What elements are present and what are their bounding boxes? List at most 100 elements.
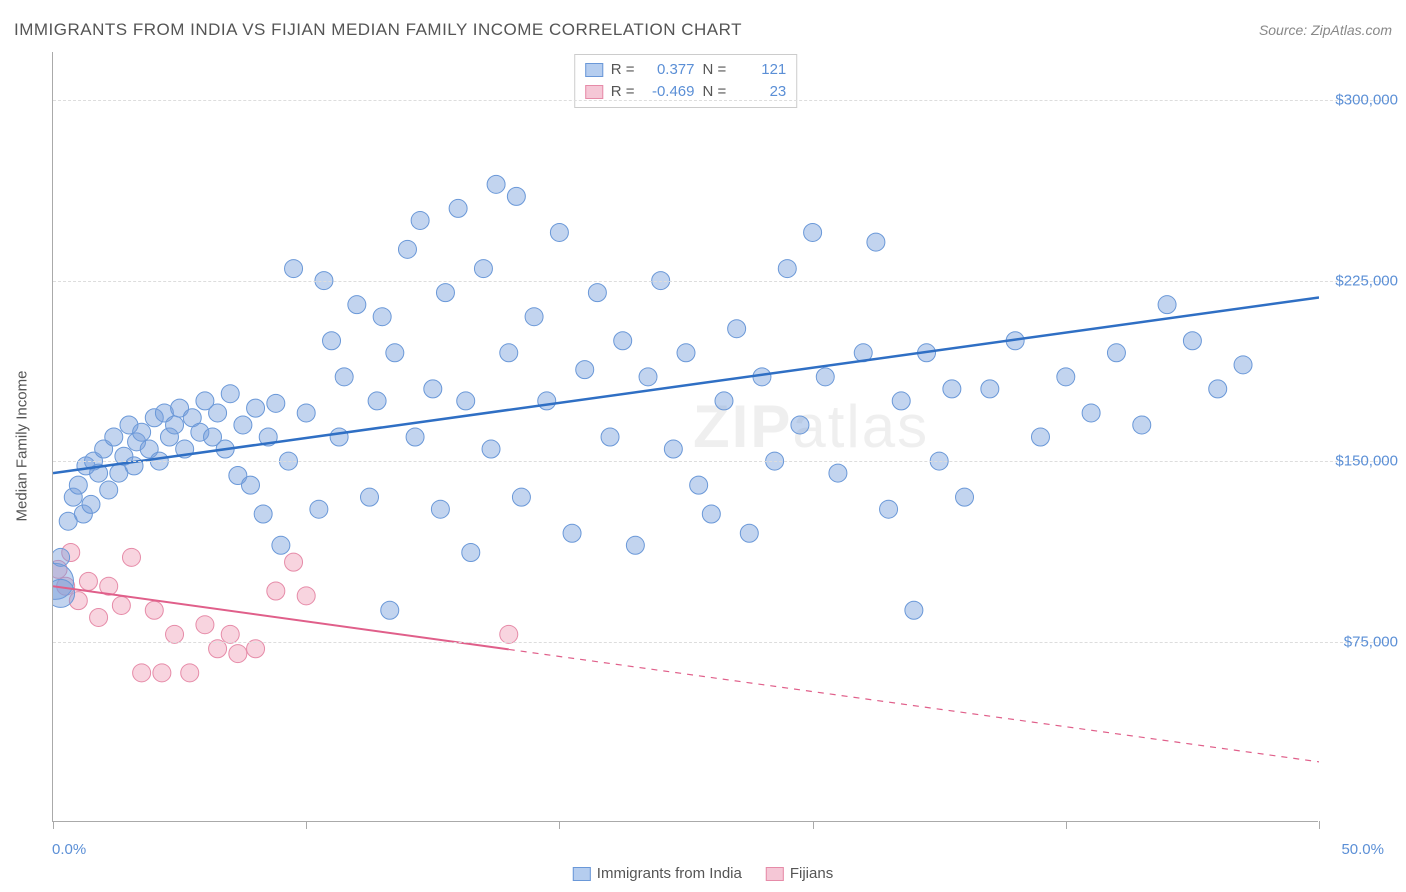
scatter-point xyxy=(368,392,386,410)
y-tick-label: $225,000 xyxy=(1323,272,1398,289)
scatter-point xyxy=(943,380,961,398)
gridline xyxy=(53,281,1388,282)
legend-swatch-india xyxy=(573,867,591,881)
scatter-point xyxy=(153,664,171,682)
scatter-point xyxy=(1209,380,1227,398)
scatter-point xyxy=(411,211,429,229)
scatter-point xyxy=(1234,356,1252,374)
scatter-point xyxy=(702,505,720,523)
scatter-point xyxy=(550,223,568,241)
scatter-point xyxy=(323,332,341,350)
x-tick xyxy=(1066,821,1067,829)
scatter-point xyxy=(1031,428,1049,446)
chart-header: IMMIGRANTS FROM INDIA VS FIJIAN MEDIAN F… xyxy=(14,20,1392,40)
scatter-point xyxy=(791,416,809,434)
swatch-india xyxy=(585,63,603,77)
y-tick-label: $150,000 xyxy=(1323,453,1398,470)
scatter-point xyxy=(639,368,657,386)
scatter-point xyxy=(285,553,303,571)
scatter-point xyxy=(829,464,847,482)
x-tick xyxy=(559,821,560,829)
scatter-point xyxy=(538,392,556,410)
scatter-point xyxy=(525,308,543,326)
swatch-fijian xyxy=(585,85,603,99)
scatter-point xyxy=(398,240,416,258)
gridline xyxy=(53,100,1388,101)
scatter-point xyxy=(487,175,505,193)
scatter-point xyxy=(254,505,272,523)
scatter-point xyxy=(981,380,999,398)
scatter-point xyxy=(677,344,695,362)
stats-n-india: 121 xyxy=(736,59,786,81)
scatter-point xyxy=(500,344,518,362)
plot-area: ZIPatlas R = 0.377 N = 121 R = -0.469 N … xyxy=(52,52,1318,822)
x-tick xyxy=(1319,821,1320,829)
scatter-point xyxy=(122,548,140,566)
y-axis-title: Median Family Income xyxy=(14,371,31,522)
scatter-point xyxy=(563,524,581,542)
scatter-point xyxy=(588,284,606,302)
scatter-point xyxy=(285,260,303,278)
trend-line xyxy=(53,297,1319,473)
scatter-point xyxy=(297,587,315,605)
scatter-point xyxy=(209,404,227,422)
scatter-point xyxy=(956,488,974,506)
scatter-point xyxy=(740,524,758,542)
y-tick-label: $300,000 xyxy=(1323,92,1398,109)
scatter-point xyxy=(241,476,259,494)
scatter-point xyxy=(867,233,885,251)
scatter-point xyxy=(1183,332,1201,350)
scatter-point xyxy=(335,368,353,386)
scatter-point xyxy=(247,399,265,417)
scatter-point xyxy=(330,428,348,446)
scatter-point xyxy=(507,187,525,205)
scatter-point xyxy=(804,223,822,241)
gridline xyxy=(53,461,1388,462)
scatter-point xyxy=(457,392,475,410)
scatter-point xyxy=(424,380,442,398)
legend-label-india: Immigrants from India xyxy=(597,865,742,882)
scatter-point xyxy=(715,392,733,410)
x-tick xyxy=(306,821,307,829)
scatter-point xyxy=(272,536,290,554)
gridline xyxy=(53,642,1388,643)
scatter-point xyxy=(229,645,247,663)
legend-label-fijian: Fijians xyxy=(790,865,833,882)
scatter-point xyxy=(449,199,467,217)
scatter-point xyxy=(133,664,151,682)
scatter-point xyxy=(386,344,404,362)
scatter-point xyxy=(267,394,285,412)
scatter-point xyxy=(728,320,746,338)
scatter-point xyxy=(512,488,530,506)
scatter-point xyxy=(82,495,100,513)
chart-title: IMMIGRANTS FROM INDIA VS FIJIAN MEDIAN F… xyxy=(14,20,742,40)
scatter-point xyxy=(601,428,619,446)
source-attribution: Source: ZipAtlas.com xyxy=(1259,22,1392,38)
scatter-point xyxy=(880,500,898,518)
scatter-point xyxy=(221,385,239,403)
scatter-point xyxy=(181,664,199,682)
scatter-point xyxy=(816,368,834,386)
scatter-point xyxy=(482,440,500,458)
scatter-point xyxy=(1158,296,1176,314)
stats-r-india: 0.377 xyxy=(645,59,695,81)
scatter-point xyxy=(234,416,252,434)
scatter-point xyxy=(310,500,328,518)
scatter-point xyxy=(69,476,87,494)
scatter-point xyxy=(1082,404,1100,422)
legend-item-fijian: Fijians xyxy=(766,865,833,882)
stats-r-label: R = xyxy=(611,59,635,81)
stats-row-india: R = 0.377 N = 121 xyxy=(585,59,787,81)
scatter-point xyxy=(406,428,424,446)
scatter-point xyxy=(267,582,285,600)
legend-item-india: Immigrants from India xyxy=(573,865,742,882)
chart-svg xyxy=(53,52,1319,822)
scatter-point xyxy=(690,476,708,494)
scatter-point xyxy=(100,481,118,499)
scatter-point xyxy=(79,572,97,590)
scatter-point xyxy=(348,296,366,314)
scatter-point xyxy=(361,488,379,506)
scatter-point xyxy=(576,361,594,379)
x-tick xyxy=(53,821,54,829)
scatter-point xyxy=(105,428,123,446)
